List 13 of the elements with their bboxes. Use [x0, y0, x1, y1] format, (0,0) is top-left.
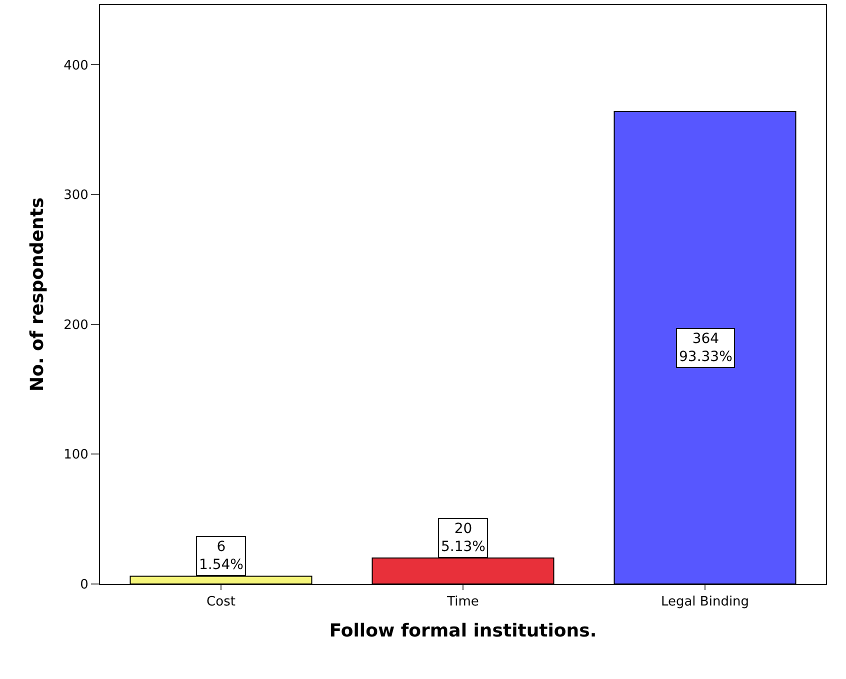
y-tick-label: 100 [64, 448, 88, 463]
x-tick-label: Cost [206, 594, 236, 610]
x-tick-label: Time [446, 594, 479, 610]
y-axis-title: No. of respondents [26, 197, 48, 392]
data-label: 364 93.33% [679, 331, 732, 366]
y-tick-label: 200 [64, 318, 88, 333]
x-tick-label: Legal Binding [660, 594, 750, 610]
data-label: 20 5.13% [441, 521, 486, 556]
y-tick-label: 300 [64, 188, 88, 204]
y-tick-label: 400 [64, 58, 88, 74]
x-axis-title: Follow formal institutions. [329, 620, 597, 642]
y-tick-label: 0 [80, 578, 88, 593]
data-label: 6 1.54% [199, 539, 244, 574]
